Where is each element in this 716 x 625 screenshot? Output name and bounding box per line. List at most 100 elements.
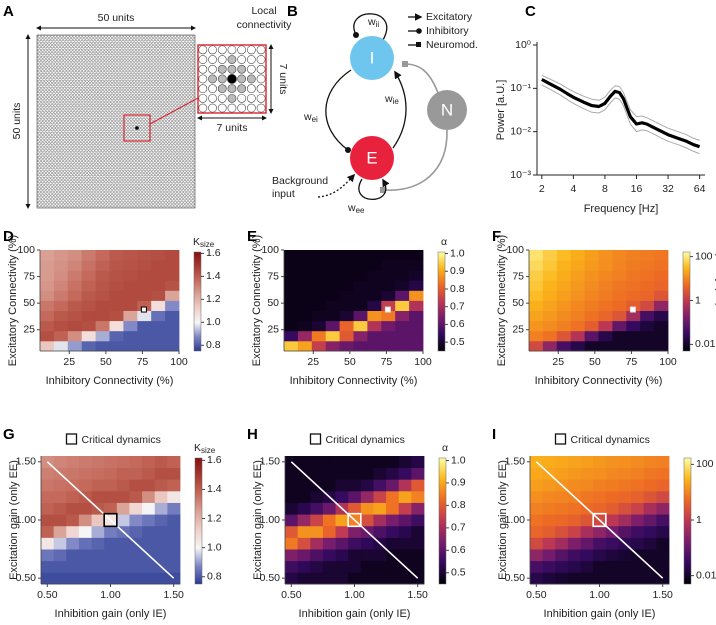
lattice-schematic: 50 units 50 units Local connectivity 7 u… bbox=[11, 5, 293, 209]
heatmap-cell bbox=[570, 250, 585, 261]
heatmap-cell bbox=[640, 290, 655, 301]
unit bbox=[237, 55, 247, 64]
heatmap-cell bbox=[367, 260, 382, 271]
diagonal-line bbox=[290, 461, 419, 579]
legend-item: Excitatory bbox=[426, 11, 473, 23]
heatmap-cell bbox=[91, 479, 105, 492]
heatmap-cell bbox=[310, 467, 324, 480]
heatmap-cell bbox=[129, 514, 143, 527]
heatmap-cell bbox=[40, 330, 55, 342]
y-tick-label: 1.00 bbox=[260, 514, 281, 526]
heatmap-cell bbox=[654, 330, 669, 342]
heatmap-cell bbox=[556, 320, 572, 332]
heatmap-cell bbox=[381, 270, 396, 281]
heatmap-cell bbox=[542, 320, 558, 332]
heatmap-cell bbox=[67, 290, 83, 301]
critical-marker bbox=[140, 306, 147, 313]
colorbar-tick-label: 1.2 bbox=[207, 512, 222, 524]
heatmap-cell bbox=[643, 525, 657, 538]
x-tick-label: 100 bbox=[170, 356, 188, 368]
heatmap-cell bbox=[310, 525, 324, 538]
heatmap-cell bbox=[411, 537, 425, 550]
heatmap-cell bbox=[626, 340, 641, 352]
unit bbox=[246, 45, 256, 55]
heatmap-cell bbox=[556, 250, 572, 261]
heatmap-cell bbox=[123, 290, 138, 301]
heatmap-cell bbox=[67, 310, 83, 322]
x-axis-title: Inhibitory Connectivity (%) bbox=[290, 375, 418, 387]
heatmap-cell bbox=[322, 467, 336, 480]
heatmap-cell bbox=[373, 560, 387, 573]
heatmap-cell bbox=[95, 290, 110, 301]
heatmap-cell bbox=[542, 260, 558, 271]
heatmap-cell bbox=[339, 260, 354, 271]
heatmap-cell bbox=[570, 290, 585, 301]
unit bbox=[256, 45, 266, 55]
heatmap-cell bbox=[580, 479, 594, 492]
heatmap-cell bbox=[165, 270, 180, 281]
heatmap-cell bbox=[381, 280, 396, 291]
heatmap-cell bbox=[593, 502, 607, 515]
heatmap-cell bbox=[165, 250, 180, 261]
colorbar bbox=[682, 251, 691, 352]
center-unit bbox=[227, 74, 237, 84]
x-tick-label: 1.00 bbox=[100, 589, 121, 601]
input-label: Background bbox=[272, 175, 328, 187]
unit bbox=[246, 74, 256, 84]
x-axis-title: Frequency [Hz] bbox=[584, 203, 659, 215]
unit bbox=[227, 84, 237, 94]
heatmap-cell bbox=[335, 479, 349, 492]
heatmap-cell bbox=[66, 514, 80, 527]
heatmap-cell bbox=[530, 514, 544, 527]
edge-ie bbox=[392, 70, 407, 149]
heatmap-cell bbox=[66, 525, 80, 538]
spectrum-line bbox=[541, 74, 700, 141]
heatmap-cell bbox=[339, 300, 354, 311]
heatmap-cell bbox=[285, 502, 299, 515]
heatmap-cell bbox=[353, 250, 368, 261]
colorbar-tick-label: 0.01 bbox=[696, 569, 716, 581]
heatmap-cell bbox=[618, 572, 632, 585]
heatmap-cell bbox=[348, 572, 362, 585]
heatmap-cell bbox=[297, 572, 311, 585]
y-axis-title: Excitation gain (only EE) bbox=[497, 460, 509, 580]
heatmap-cell bbox=[598, 270, 613, 281]
heatmap-cell bbox=[381, 300, 396, 311]
heatmap-cell bbox=[348, 479, 362, 492]
x-tick-label: 75 bbox=[137, 356, 149, 368]
heatmap-cell bbox=[297, 250, 313, 261]
heatmap-cell bbox=[605, 572, 619, 585]
x-tick-label: 1.50 bbox=[407, 589, 428, 601]
zoom-title: connectivity bbox=[237, 19, 293, 31]
heatmap-cell bbox=[91, 572, 105, 585]
heatmap-cell bbox=[335, 549, 349, 562]
unit bbox=[217, 103, 227, 113]
unit bbox=[198, 93, 208, 103]
heatmap-cell bbox=[40, 340, 55, 352]
heatmap-cell bbox=[284, 280, 299, 291]
heatmap-cell bbox=[555, 572, 569, 585]
heatmap-cell bbox=[643, 549, 657, 562]
heatmap-cell bbox=[154, 549, 168, 562]
colorbar-title: Ksize bbox=[194, 442, 216, 455]
colorbar-tick-label: 1 bbox=[696, 514, 702, 526]
unit bbox=[208, 103, 217, 113]
edge-end bbox=[353, 32, 359, 38]
zoom-line bbox=[149, 97, 199, 125]
colorbar-tick-label: 0.01 bbox=[695, 338, 716, 350]
heatmap-cell bbox=[643, 456, 657, 469]
heatmap-cell bbox=[409, 270, 424, 281]
heatmap-cell bbox=[398, 490, 412, 503]
heatmap-cell bbox=[297, 270, 313, 281]
heatmap-cell bbox=[151, 260, 166, 271]
heatmap-cell bbox=[409, 300, 424, 311]
heatmap-cell bbox=[53, 280, 69, 291]
colorbar-tick-label: 1.4 bbox=[206, 270, 221, 282]
colorbar-tick-label: 0.5 bbox=[451, 567, 466, 579]
y-tick-label: 75 bbox=[512, 270, 524, 282]
selection-box bbox=[123, 114, 151, 142]
y-tick-label: 1.50 bbox=[260, 456, 281, 468]
heatmap-cell bbox=[129, 467, 143, 480]
colorbar-tick-label: 100 bbox=[696, 458, 714, 470]
heatmap-cell bbox=[570, 330, 585, 342]
